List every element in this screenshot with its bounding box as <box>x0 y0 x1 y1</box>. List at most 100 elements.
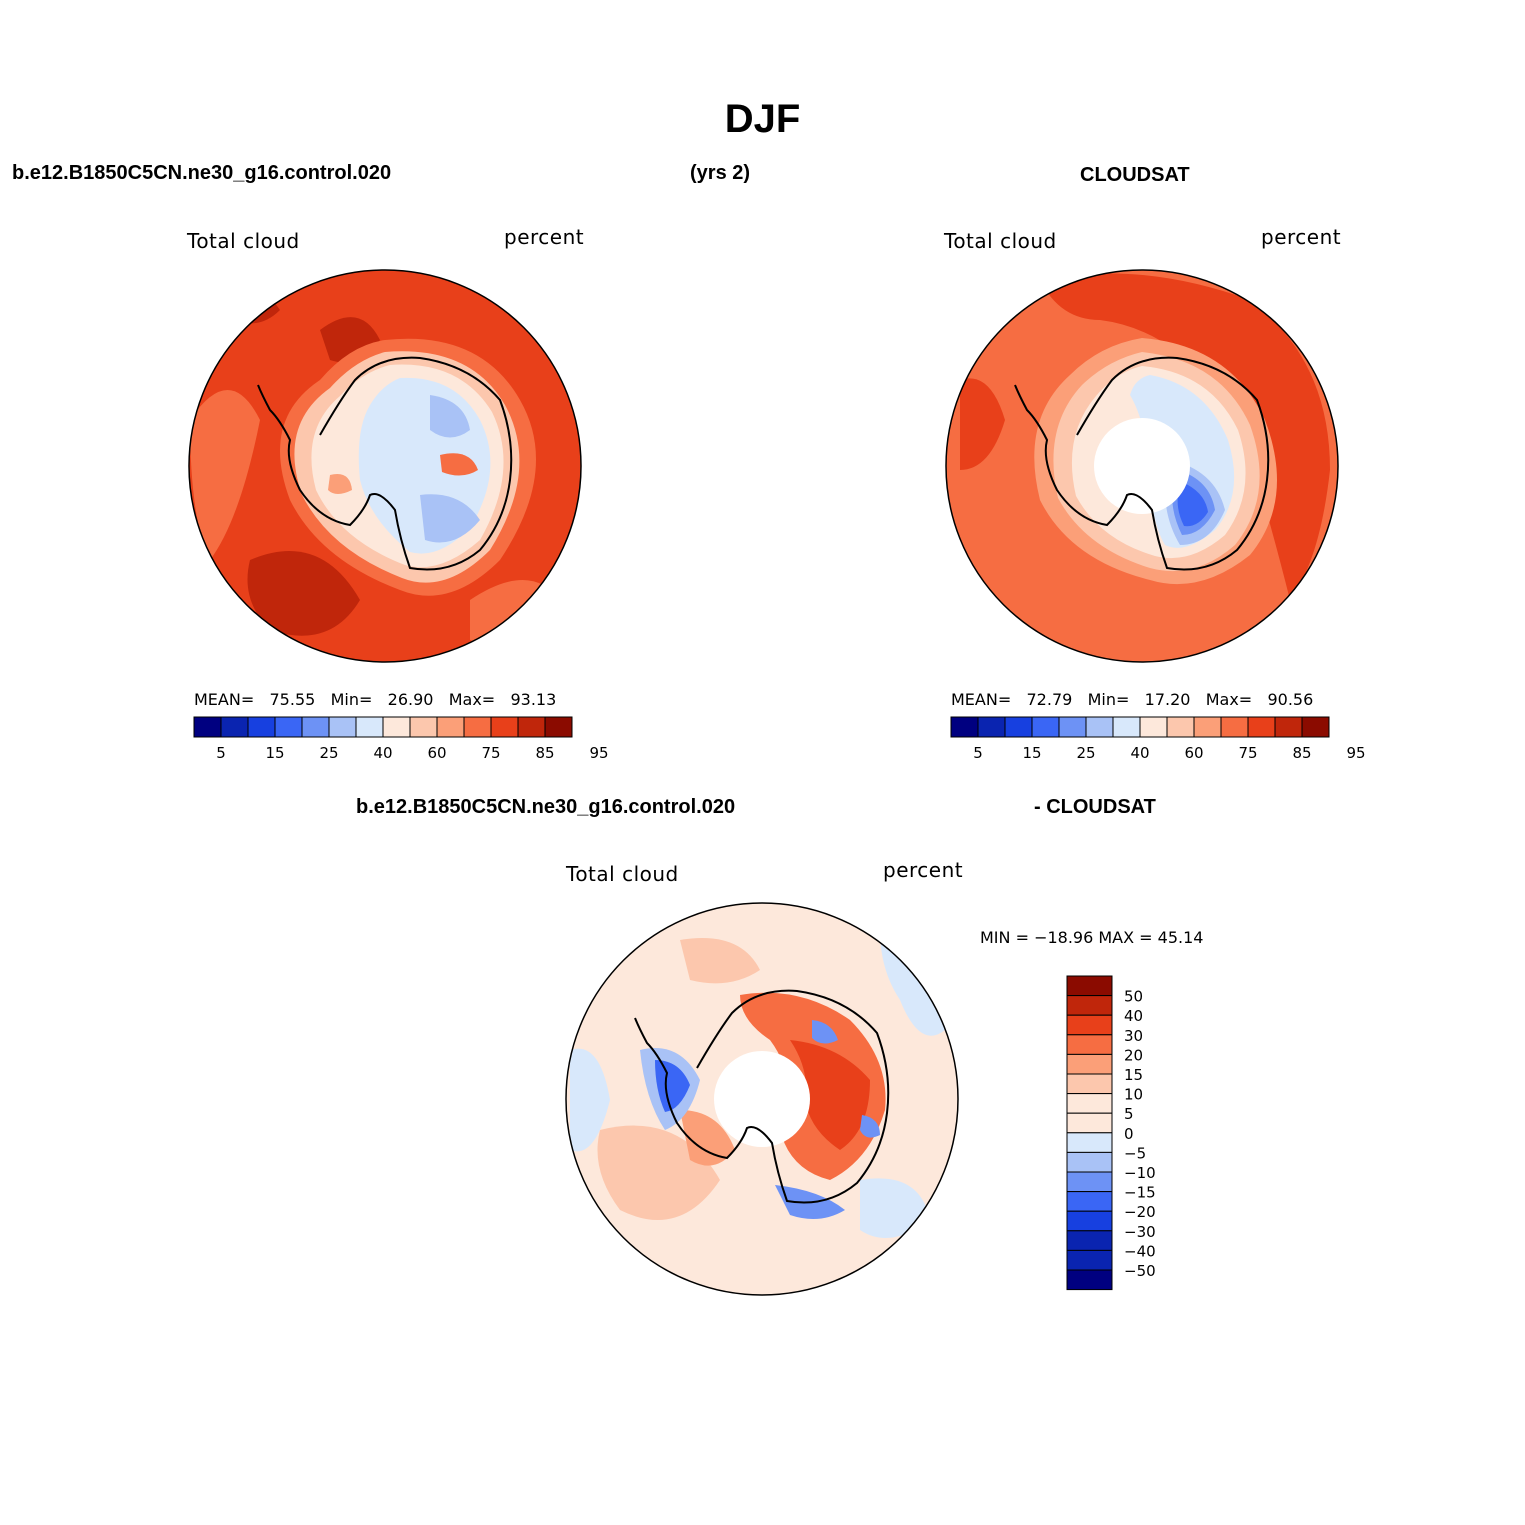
obs-colorbar-tick-label: 15 <box>1022 744 1041 762</box>
model-stats: MEAN= 75.55 Min= 26.90 Max= 93.13 <box>194 690 556 709</box>
model-colorbar-tick-label: 85 <box>535 744 554 762</box>
obs-stats: MEAN= 72.79 Min= 17.20 Max= 90.56 <box>951 690 1313 709</box>
diff-colorbar-swatch <box>1066 1034 1113 1055</box>
model-min-label: Min= <box>330 690 373 709</box>
model-colorbar-tick-label: 25 <box>319 744 338 762</box>
model-antarctica-coastline <box>257 356 513 571</box>
obs-colorbar-swatch <box>1193 716 1222 738</box>
obs-colorbar-swatch <box>1301 716 1330 738</box>
diff-colorbar-swatch <box>1066 975 1113 997</box>
obs-min-label: Min= <box>1087 690 1130 709</box>
obs-colorbar-swatch <box>1112 716 1141 738</box>
model-colorbar-swatch <box>193 716 222 738</box>
model-colorbar-swatch <box>463 716 492 738</box>
obs-max-label: Max= <box>1205 690 1253 709</box>
model-colorbar-swatch <box>328 716 357 738</box>
diff-colorbar-tick-label: −10 <box>1124 1164 1156 1182</box>
obs-colorbar-swatch <box>1058 716 1087 738</box>
obs-colorbar-swatch <box>1139 716 1168 738</box>
diff-colorbar-swatch <box>1066 1053 1113 1075</box>
obs-colorbar-swatch <box>950 716 979 738</box>
diff-obs-label: - CLOUDSAT <box>1034 796 1156 818</box>
diff-polar-map <box>566 903 958 1295</box>
diff-map-border <box>565 902 959 1296</box>
diff-colorbar-swatch <box>1066 1269 1113 1291</box>
obs-name-label: CLOUDSAT <box>1080 164 1190 186</box>
obs-mean-value: 72.79 <box>1026 690 1073 709</box>
model-colorbar-tick-label: 60 <box>427 744 446 762</box>
diff-colorbar-swatch <box>1066 1073 1113 1095</box>
model-variable-label: Total cloud <box>187 229 300 253</box>
obs-colorbar-swatch <box>977 716 1006 738</box>
model-colorbar-swatch <box>220 716 249 738</box>
diff-antarctica-coastline <box>634 989 890 1204</box>
diff-colorbar-swatch <box>1066 1191 1113 1212</box>
diff-case-label: b.e12.B1850C5CN.ne30_g16.control.020 <box>356 796 736 818</box>
case-name-label: b.e12.B1850C5CN.ne30_g16.control.020 <box>12 162 392 184</box>
model-colorbar-swatch <box>382 716 411 738</box>
model-colorbar-swatch <box>517 716 546 738</box>
plot-title: DJF <box>724 97 801 141</box>
model-colorbar-tick-label: 75 <box>481 744 500 762</box>
diff-colorbar-swatch <box>1066 1249 1113 1271</box>
diff-colorbar-tick-label: 40 <box>1124 1007 1143 1025</box>
obs-colorbar-tick-label: 85 <box>1292 744 1311 762</box>
obs-colorbar-tick-label: 95 <box>1346 744 1365 762</box>
obs-colorbar-swatch <box>1166 716 1195 738</box>
diff-colorbar-tick-label: −50 <box>1124 1262 1156 1280</box>
model-colorbar-tick-label: 95 <box>589 744 608 762</box>
model-mean-label: MEAN= <box>194 690 255 709</box>
model-colorbar: 5 15 25 40 60 75 85 95 <box>193 716 609 762</box>
obs-colorbar: 5 15 25 40 60 75 85 95 <box>950 716 1366 762</box>
obs-min-value: 17.20 <box>1144 690 1191 709</box>
diff-colorbar-swatch <box>1066 1210 1113 1232</box>
diff-minmax: MIN = −18.96 MAX = 45.14 <box>980 928 1204 947</box>
model-units-label: percent <box>504 225 585 249</box>
diff-colorbar-tick-label: −30 <box>1124 1223 1156 1241</box>
diff-colorbar-tick-label: 15 <box>1124 1066 1143 1084</box>
model-min-value: 26.90 <box>387 690 434 709</box>
model-mean-value: 75.55 <box>269 690 316 709</box>
diff-colorbar-tick-label: −5 <box>1124 1144 1146 1162</box>
model-max-label: Max= <box>448 690 496 709</box>
diff-colorbar-swatch <box>1066 995 1113 1016</box>
obs-colorbar-swatch <box>1031 716 1060 738</box>
diff-colorbar-swatch <box>1066 1171 1113 1193</box>
diff-colorbar-tick-label: 50 <box>1124 988 1143 1006</box>
model-colorbar-swatch <box>409 716 438 738</box>
diff-colorbar-tick-label: 0 <box>1124 1125 1134 1143</box>
diff-colorbar-tick-label: 30 <box>1124 1027 1143 1045</box>
model-colorbar-tick-label: 40 <box>373 744 392 762</box>
model-colorbar-swatch <box>544 716 573 738</box>
obs-mean-label: MEAN= <box>951 690 1012 709</box>
obs-colorbar-swatch <box>1004 716 1033 738</box>
diff-colorbar-tick-label: 10 <box>1124 1086 1143 1104</box>
diff-colorbar-swatch <box>1066 1112 1113 1134</box>
years-label: (yrs 2) <box>690 162 751 184</box>
diff-colorbar-tick-label: −40 <box>1124 1242 1156 1260</box>
obs-colorbar-swatch <box>1247 716 1276 738</box>
model-map-border <box>188 269 582 663</box>
model-max-value: 93.13 <box>510 690 557 709</box>
model-colorbar-swatch <box>247 716 276 738</box>
model-colorbar-swatch <box>436 716 465 738</box>
diff-colorbar-swatch <box>1066 1093 1113 1114</box>
diff-colorbar-swatch <box>1066 1014 1113 1036</box>
diff-colorbar-tick-label: 20 <box>1124 1046 1143 1064</box>
model-colorbar-tick-label: 5 <box>216 744 226 762</box>
obs-polar-map <box>946 270 1338 662</box>
diff-colorbar-swatch <box>1066 1132 1113 1153</box>
obs-colorbar-swatch <box>1274 716 1303 738</box>
obs-colorbar-tick-label: 60 <box>1184 744 1203 762</box>
model-colorbar-swatch <box>274 716 303 738</box>
diff-colorbar-tick-label: −15 <box>1124 1184 1156 1202</box>
obs-max-value: 90.56 <box>1267 690 1314 709</box>
diff-colorbar-swatch <box>1066 1230 1113 1251</box>
model-colorbar-swatch <box>490 716 519 738</box>
obs-colorbar-swatch <box>1085 716 1114 738</box>
diff-colorbar-swatch <box>1066 1151 1113 1173</box>
model-polar-map <box>189 270 581 662</box>
diff-variable-label: Total cloud <box>566 862 679 886</box>
